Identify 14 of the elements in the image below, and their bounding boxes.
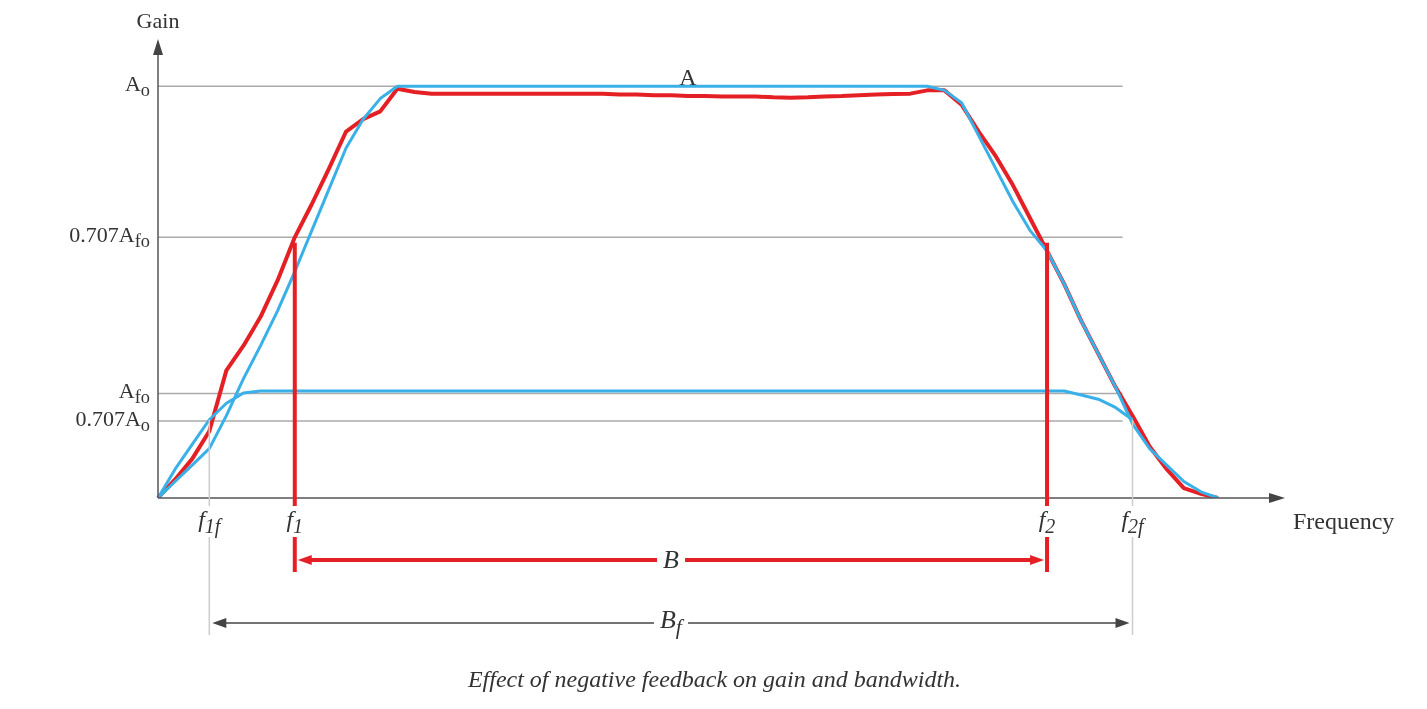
ref-line-label: 0.707A$_{o}$ — [75, 405, 150, 436]
text: B$_{f}$ — [653, 604, 688, 641]
text: B — [656, 544, 685, 575]
ref-line-label: 0.707A$_{fo}$ — [69, 222, 150, 252]
x-tick-label: f$_{2}$ — [1032, 506, 1062, 537]
x-tick-label: f$_{2f}$ — [1115, 506, 1150, 537]
x-tick-label: f$_{1}$ — [280, 506, 310, 537]
y-axis-title: Gain — [136, 7, 180, 33]
series-label: A — [679, 63, 697, 91]
ref-line-label: A$_{fo}$ — [118, 378, 150, 408]
x-tick-label: f$_{1f}$ — [192, 506, 227, 537]
ref-line-label: A$_{o}$ — [124, 70, 150, 101]
text: Effect of negative feedback on gain and bandwidth. — [467, 665, 962, 692]
x-axis-title: Frequency — [1293, 508, 1395, 535]
